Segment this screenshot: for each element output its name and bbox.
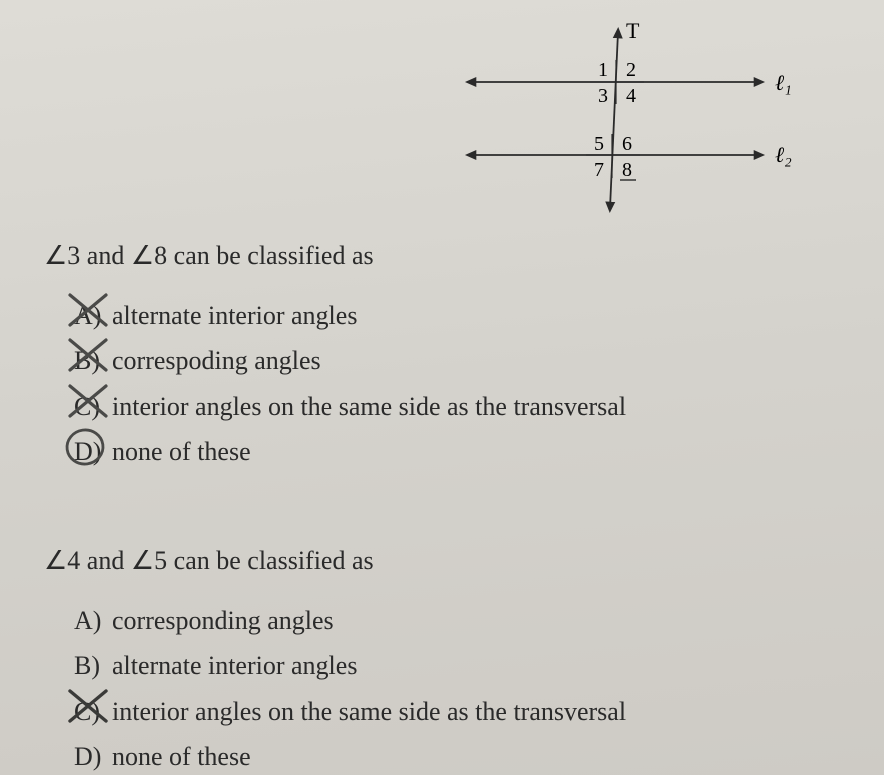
q9-D-text: none of these bbox=[112, 742, 251, 771]
q9-stem: ∠4 and ∠5 can be classified as bbox=[44, 546, 374, 575]
q9-A-text: corresponding angles bbox=[112, 606, 334, 635]
angle-4: 4 bbox=[626, 85, 636, 107]
q9-stem-row: 9)∠4 and ∠5 can be classified as bbox=[0, 540, 880, 582]
q8-A-text: alternate interior angles bbox=[112, 301, 357, 330]
q8-A-letter: A) bbox=[74, 295, 112, 337]
question-8: 8)∠3 and ∠8 can be classified as A)alter… bbox=[0, 235, 880, 477]
q8-D-text: none of these bbox=[112, 437, 251, 466]
label-T: T bbox=[626, 20, 640, 43]
q8-options: A)alternate interior angles B)correspodi… bbox=[0, 295, 880, 473]
worksheet-page: T ℓ₁ ℓ₂ 1 2 3 4 5 6 7 8 8)∠3 and ∠8 c bbox=[0, 0, 884, 775]
angle-3: 3 bbox=[598, 85, 608, 107]
q9-option-A: A)corresponding angles bbox=[74, 600, 880, 642]
angle-5: 5 bbox=[594, 133, 604, 155]
q8-stem-row: 8)∠3 and ∠8 can be classified as bbox=[0, 235, 880, 277]
q8-option-D: D)none of these bbox=[74, 431, 880, 473]
q9-B-text: alternate interior angles bbox=[112, 651, 357, 680]
angle-1: 1 bbox=[598, 59, 608, 81]
q8-C-text: interior angles on the same side as the … bbox=[112, 392, 626, 421]
angle-7: 7 bbox=[594, 159, 604, 181]
q9-B-letter: B) bbox=[74, 645, 112, 687]
q9-C-letter: C) bbox=[74, 691, 112, 733]
angle-6: 6 bbox=[622, 133, 632, 155]
q8-option-A: A)alternate interior angles bbox=[74, 295, 880, 337]
transversal-diagram: T ℓ₁ ℓ₂ 1 2 3 4 5 6 7 8 bbox=[440, 20, 820, 220]
question-9: 9)∠4 and ∠5 can be classified as A)corre… bbox=[0, 540, 880, 775]
q8-B-letter: B) bbox=[74, 340, 112, 382]
q9-option-D: D)none of these bbox=[74, 736, 880, 775]
q9-option-C: C)interior angles on the same side as th… bbox=[74, 691, 880, 733]
q9-options: A)corresponding angles B)alternate inter… bbox=[0, 600, 880, 775]
q8-C-letter: C) bbox=[74, 386, 112, 428]
q8-D-letter: D) bbox=[74, 431, 112, 473]
q9-number: 9) bbox=[0, 540, 44, 582]
angle-8: 8 bbox=[622, 159, 632, 181]
label-l2: ℓ₂ bbox=[775, 142, 792, 167]
q9-D-letter: D) bbox=[74, 736, 112, 775]
q9-A-letter: A) bbox=[74, 600, 112, 642]
q8-stem: ∠3 and ∠8 can be classified as bbox=[44, 241, 374, 270]
q8-B-text: correspoding angles bbox=[112, 346, 321, 375]
q8-option-C: C)interior angles on the same side as th… bbox=[74, 386, 880, 428]
angle-2: 2 bbox=[626, 59, 636, 81]
label-l1: ℓ₁ bbox=[775, 70, 792, 95]
q9-C-text: interior angles on the same side as the … bbox=[112, 697, 626, 726]
q8-option-B: B)correspoding angles bbox=[74, 340, 880, 382]
q8-number: 8) bbox=[0, 235, 44, 277]
q9-option-B: B)alternate interior angles bbox=[74, 645, 880, 687]
